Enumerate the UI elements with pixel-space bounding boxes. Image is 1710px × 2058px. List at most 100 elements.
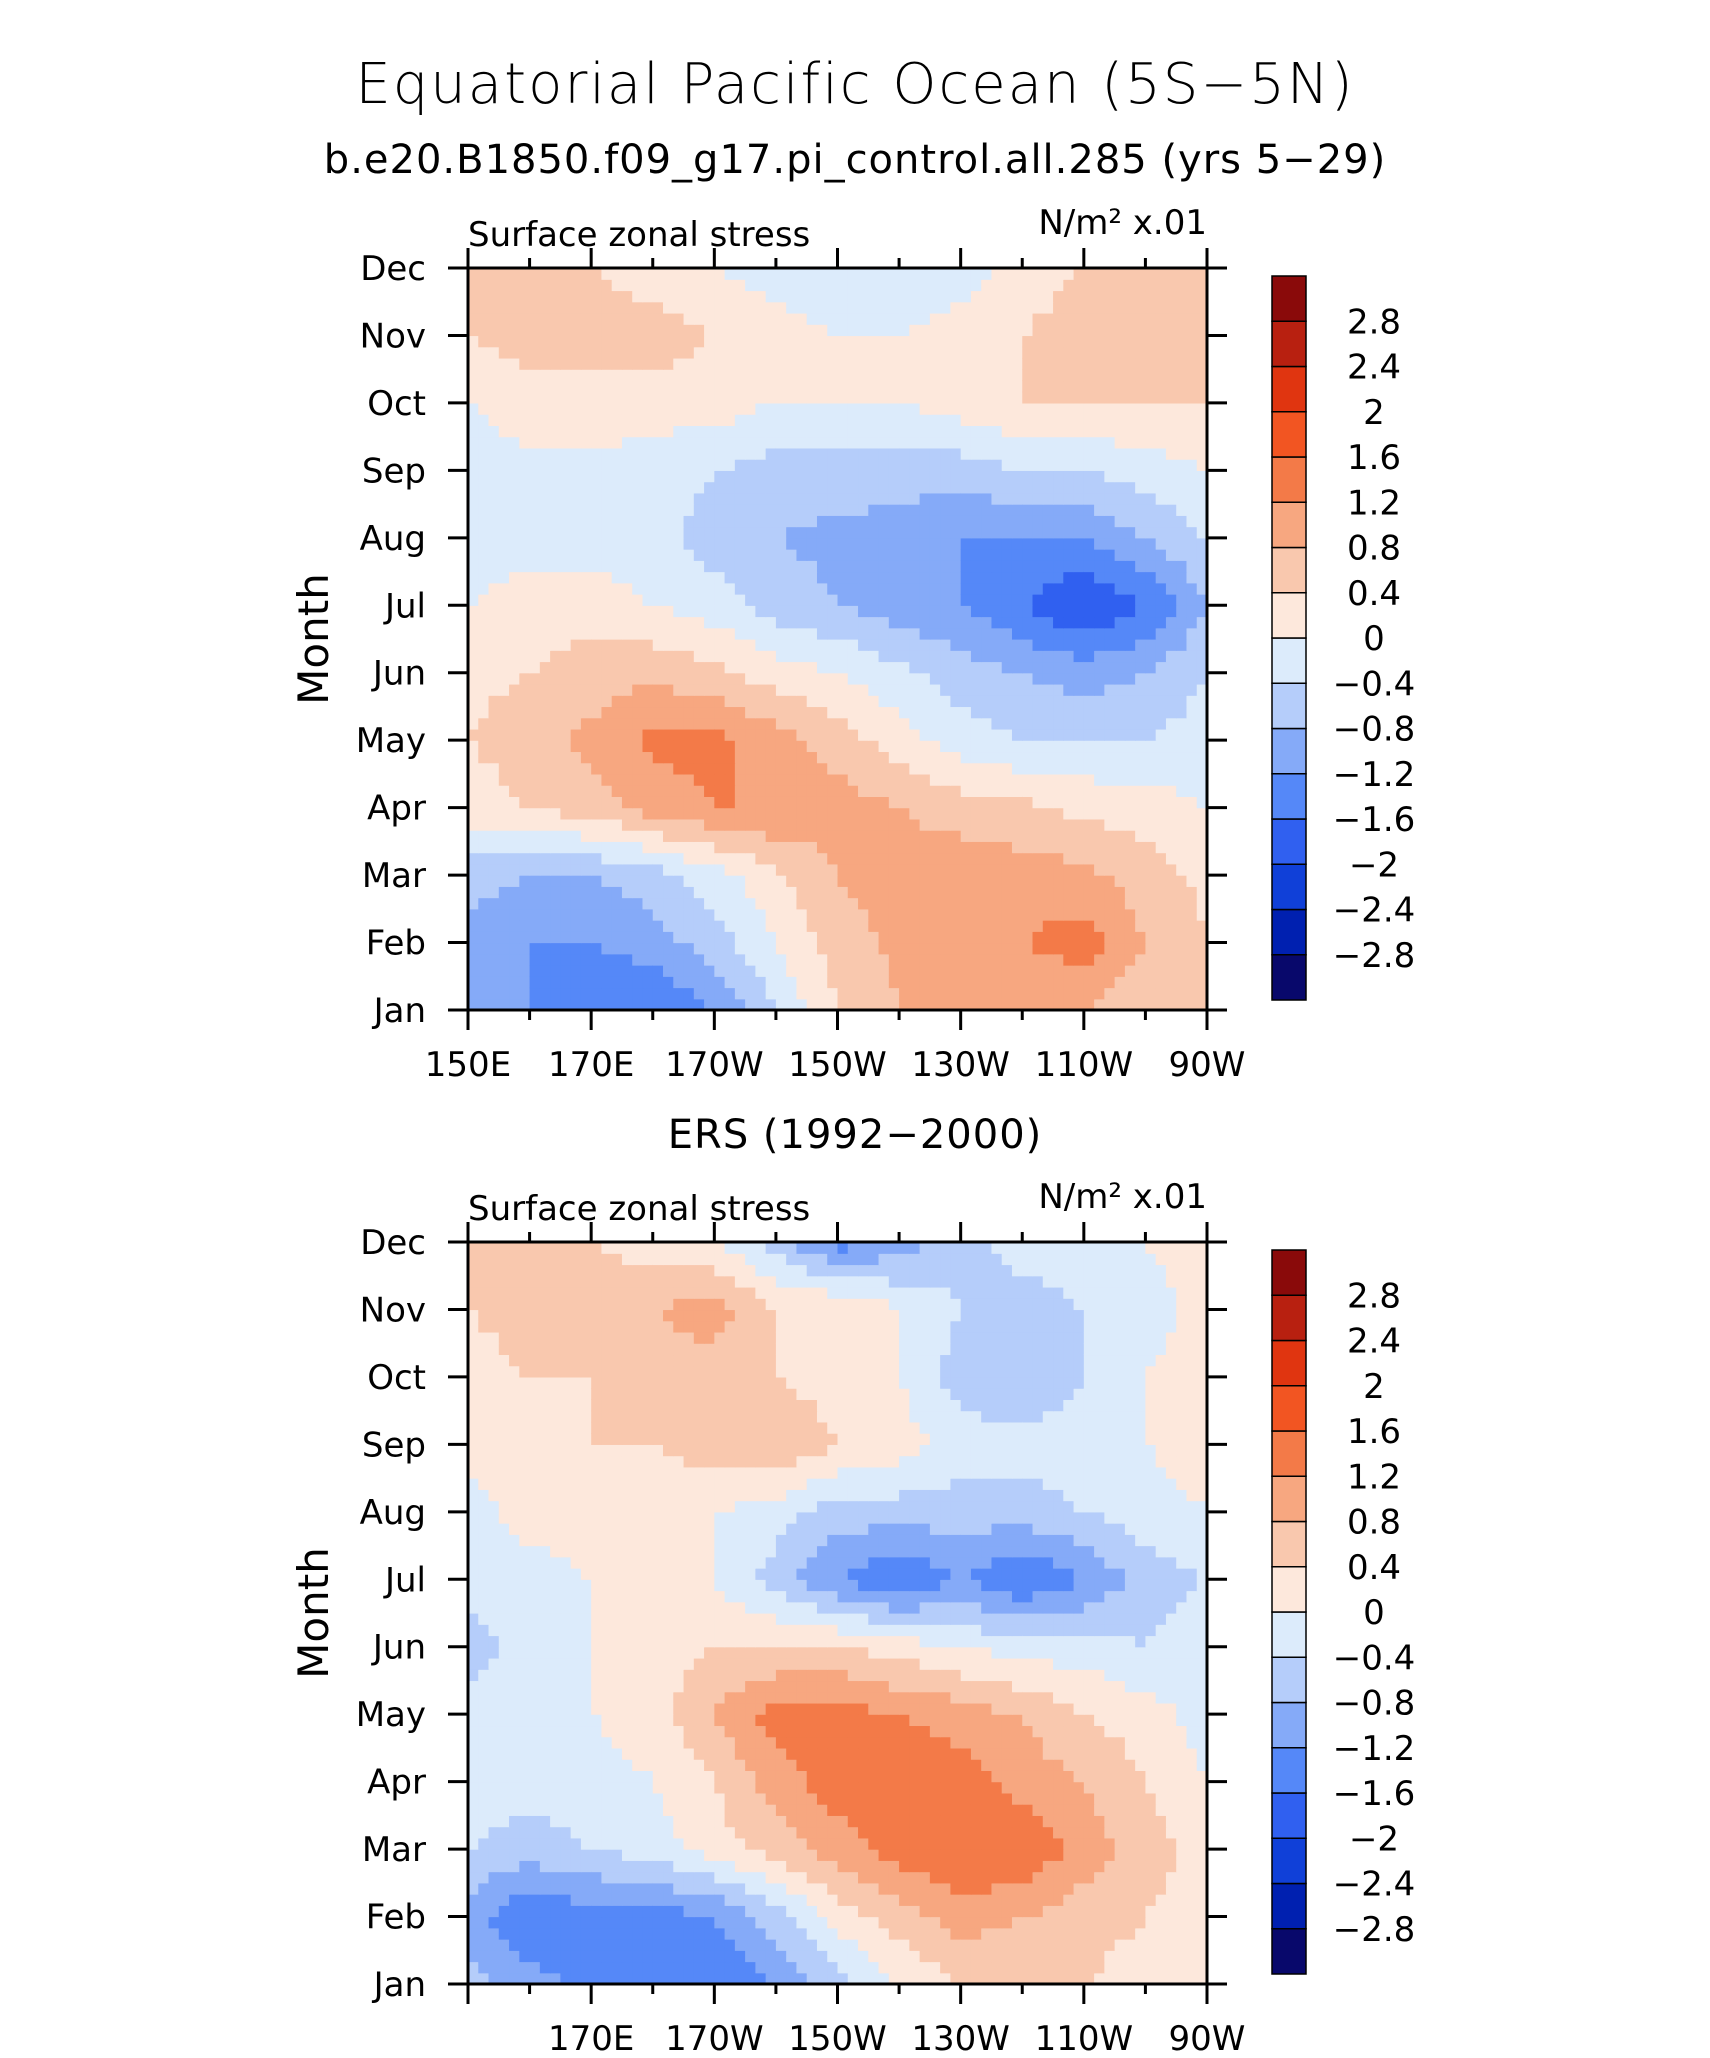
contour-cell [621, 920, 633, 932]
contour-cell [970, 785, 982, 797]
contour-cell [488, 908, 500, 921]
contour-cell [488, 965, 500, 977]
contour-cell [786, 863, 798, 876]
contour-cell [601, 672, 613, 685]
contour-cell [970, 897, 982, 910]
contour-cell [488, 920, 500, 932]
contour-cell [1135, 908, 1147, 921]
contour-cell [632, 312, 644, 325]
contour-cell [1196, 346, 1207, 359]
contour-cell [816, 661, 828, 674]
contour-cell [878, 369, 890, 382]
contour-cell [570, 965, 582, 977]
contour-cell [468, 414, 479, 426]
contour-cell [796, 728, 808, 741]
contour-cell [755, 987, 767, 1000]
contour-cell [611, 650, 623, 663]
contour-cell [468, 965, 479, 977]
contour-cell [786, 301, 798, 314]
contour-cell [509, 380, 520, 393]
contour-cell [981, 852, 993, 865]
contour-cell [724, 650, 736, 663]
contour-cell [991, 796, 1003, 809]
contour-cell [929, 290, 941, 303]
contour-cell [663, 886, 674, 899]
contour-cell [1135, 582, 1147, 595]
contour-cell [1104, 650, 1116, 663]
contour-cell [693, 391, 705, 404]
contour-cell [642, 875, 654, 887]
contour-cell [806, 807, 818, 820]
contour-cell [560, 459, 572, 471]
contour-cell [724, 594, 736, 606]
contour-cell [991, 447, 1003, 460]
contour-cell [878, 492, 890, 505]
contour-cell [981, 818, 993, 831]
contour-cell [775, 549, 787, 561]
contour-cell [1135, 391, 1147, 404]
contour-cell [1124, 931, 1136, 944]
contour-cell [786, 335, 798, 348]
contour-cell [1001, 346, 1013, 359]
contour-cell [673, 695, 685, 708]
contour-cell [1196, 852, 1207, 865]
contour-cell [1022, 470, 1034, 483]
contour-cell [868, 526, 880, 539]
contour-cell [693, 875, 705, 887]
contour-cell [693, 773, 705, 786]
contour-cell [1165, 481, 1177, 494]
contour-cell [1001, 672, 1013, 685]
contour-cell [1063, 875, 1075, 887]
contour-cell [1032, 830, 1044, 842]
contour-cell [570, 886, 582, 899]
contour-cell [663, 807, 674, 820]
contour-cell [827, 830, 839, 842]
contour-cell [683, 1939, 695, 1951]
contour-cell [570, 785, 582, 797]
contour-cell [755, 841, 767, 854]
contour-cell [1094, 683, 1105, 696]
contour-cell [673, 841, 685, 854]
contour-cell [827, 582, 839, 595]
contour-cell [724, 751, 736, 764]
contour-cell [1186, 807, 1198, 820]
contour-cell [1114, 560, 1126, 573]
contour-cell [529, 312, 541, 325]
contour-cell [693, 346, 705, 359]
contour-cell [970, 492, 982, 505]
colorbar-box [1271, 908, 1307, 956]
contour-cell [745, 526, 756, 539]
contour-cell [1083, 526, 1095, 539]
y-tick-label: Nov [360, 316, 426, 356]
contour-cell [1114, 953, 1126, 966]
contour-cell [601, 1939, 613, 1951]
contour-cell [498, 661, 510, 674]
contour-cell [632, 1950, 644, 1963]
contour-cell [519, 627, 531, 640]
contour-cell [1155, 987, 1167, 1000]
contour-cell [1083, 481, 1095, 494]
contour-cell [878, 268, 890, 280]
contour-cell [734, 369, 746, 382]
contour-cell [1176, 391, 1188, 404]
contour-cell [1196, 796, 1207, 809]
contour-cell [806, 740, 818, 753]
contour-cell [714, 290, 726, 303]
contour-cell [888, 268, 900, 280]
contour-cell [1186, 908, 1198, 921]
contour-cell [734, 605, 746, 618]
contour-cell [632, 683, 644, 696]
contour-cell [837, 740, 849, 753]
contour-cell [950, 391, 962, 404]
contour-cell [498, 998, 510, 1010]
contour-cell [909, 942, 921, 955]
contour-cell [693, 616, 705, 629]
contour-cell [652, 357, 664, 370]
contour-cell [1094, 897, 1105, 910]
contour-cell [652, 436, 664, 449]
contour-cell [981, 605, 993, 618]
contour-cell [498, 875, 510, 887]
contour-cell [909, 268, 921, 280]
contour-cell [1053, 492, 1064, 505]
contour-cell [837, 818, 849, 831]
